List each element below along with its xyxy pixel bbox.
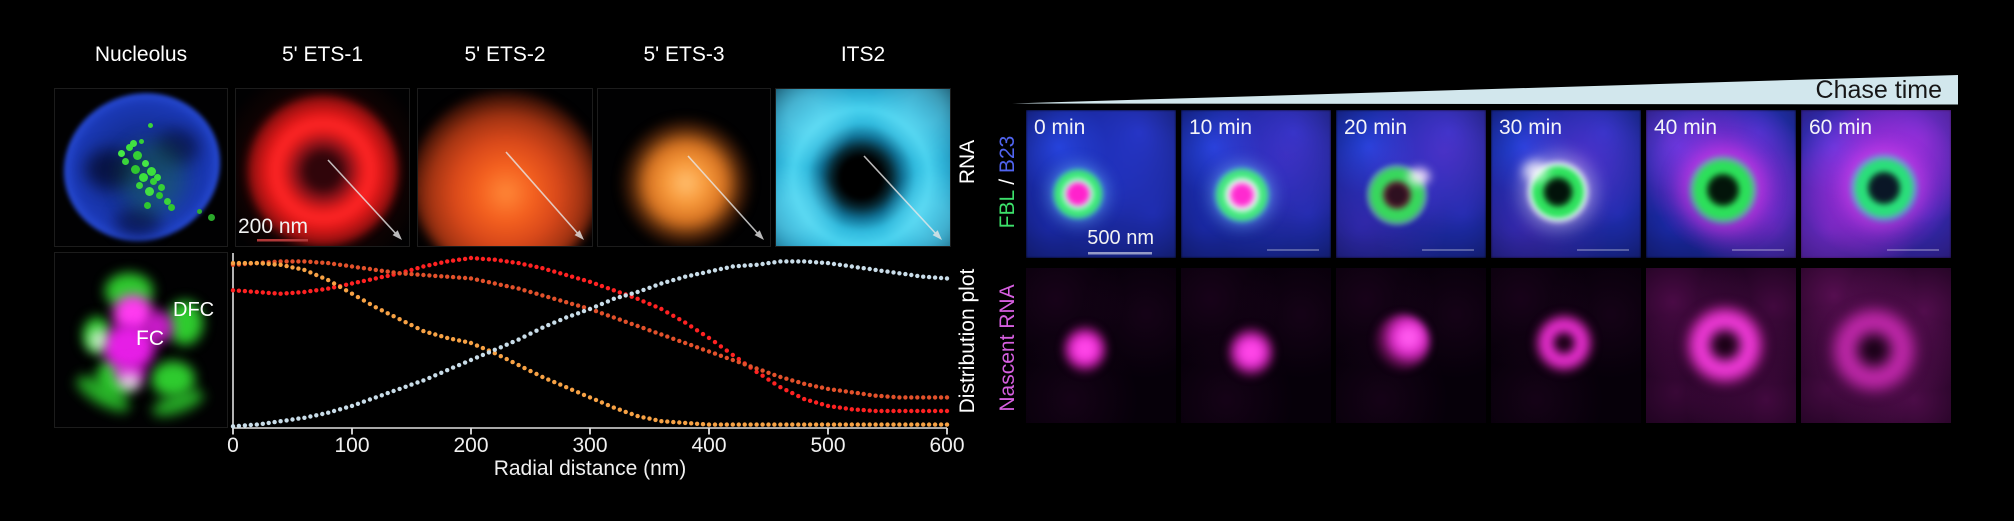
panel-5ets1-image	[235, 88, 410, 247]
overlap-white-blob	[89, 329, 107, 351]
distribution-plot-row-label: Distribution plot	[956, 268, 979, 414]
panel-dfc-fc-image	[54, 252, 228, 428]
time-label-40min: 40 min	[1654, 116, 1718, 139]
chase-time-label: Chase time	[1815, 76, 1942, 104]
fbl-b23-row-label: FBL / B23	[996, 107, 1019, 257]
fbl-panel-30min: 30 min	[1491, 110, 1641, 258]
fbl-panel-10min: 10 min	[1181, 110, 1331, 258]
magenta-tint	[1801, 110, 1951, 258]
nascent-rna-panel-10min	[1181, 268, 1331, 423]
rna-row-label: RNA	[956, 139, 979, 185]
distribution-curves	[230, 255, 950, 429]
label-5ets1: 5' ETS-1	[281, 43, 364, 66]
fbl-ring-structure	[1366, 164, 1428, 226]
fbl-ring-structure	[1051, 167, 1105, 221]
nucleolus-glow	[121, 141, 185, 215]
nascent-rna-panel-60min	[1801, 268, 1951, 423]
fbl-ring-structure	[1525, 159, 1591, 225]
overlap-white-blob	[119, 373, 141, 391]
fbl-ring-structure	[1688, 155, 1758, 225]
x-tick-600: 600	[929, 434, 965, 457]
nascent-rna-panel-30min	[1491, 268, 1641, 423]
nascent-rna-signal	[1374, 314, 1430, 370]
dfc-label: DFC	[173, 299, 215, 321]
fc-magenta-blob	[143, 311, 173, 343]
nascent-rna-signal	[1684, 304, 1766, 386]
orange-blob-signal	[621, 119, 751, 246]
fc-label: FC	[136, 327, 164, 350]
scale-bar-200nm-label: 200 nm	[238, 215, 309, 238]
dfc-green-blob	[167, 301, 203, 345]
x-axis-label: Radial distance (nm)	[493, 457, 687, 480]
nascent-rna-signal	[1829, 306, 1919, 394]
x-tick-100: 100	[334, 434, 370, 457]
label-its2: ITS2	[840, 43, 886, 66]
x-tick-400: 400	[691, 434, 727, 457]
nascent-rna-signal	[1227, 326, 1275, 378]
plot-axes	[232, 253, 947, 429]
x-tick-300: 300	[572, 434, 608, 457]
nascent-rna-panel-20min	[1336, 268, 1486, 423]
b23-label-part: B23	[996, 135, 1019, 174]
x-tick-500: 500	[810, 434, 846, 457]
panel-5ets2-image	[417, 88, 593, 247]
x-tick-0: 0	[227, 434, 239, 457]
time-label-20min: 20 min	[1344, 116, 1408, 139]
nascent-rna-signal	[1062, 324, 1108, 374]
panel-nucleolus-image	[54, 88, 228, 247]
fbl-panel-20min: 20 min	[1336, 110, 1486, 258]
nucleus-dark-patch	[115, 207, 161, 237]
label-5ets2: 5' ETS-2	[464, 43, 546, 66]
fbl-label-part: FBL	[996, 190, 1019, 229]
fbl-panel-60min: 60 min	[1801, 110, 1951, 258]
fbl-panel-40min: 40 min	[1646, 110, 1796, 258]
time-label-60min: 60 min	[1809, 116, 1873, 139]
x-tick-200: 200	[453, 434, 489, 457]
time-label-10min: 10 min	[1189, 116, 1253, 139]
panel-5ets3-image	[597, 88, 771, 247]
orange-red-blob-signal	[418, 91, 592, 246]
scale-bar-500nm-label: 500 nm	[1087, 227, 1154, 249]
nascent-rna-row-label: Nascent RNA	[996, 284, 1019, 412]
fbl-ring-structure	[1213, 166, 1271, 224]
nascent-rna-panel-0min	[1026, 268, 1176, 423]
fbl-ring-structure	[1849, 153, 1919, 223]
nascent-rna-panel-40min	[1646, 268, 1796, 423]
slash-separator: /	[996, 173, 1019, 191]
cyan-ring-signal	[776, 89, 950, 246]
nucleus-dark-patch	[85, 149, 135, 189]
label-5ets3: 5' ETS-3	[643, 43, 725, 66]
time-label-0min: 0 min	[1034, 116, 1086, 139]
nucleus-dark-patch	[155, 129, 199, 165]
nascent-rna-signal	[1533, 312, 1595, 374]
time-label-30min: 30 min	[1499, 116, 1563, 139]
label-nucleolus: Nucleolus	[94, 43, 188, 66]
fbl-panel-0min: 0 min 500 nm	[1026, 110, 1176, 258]
panel-its2-image	[775, 88, 951, 247]
